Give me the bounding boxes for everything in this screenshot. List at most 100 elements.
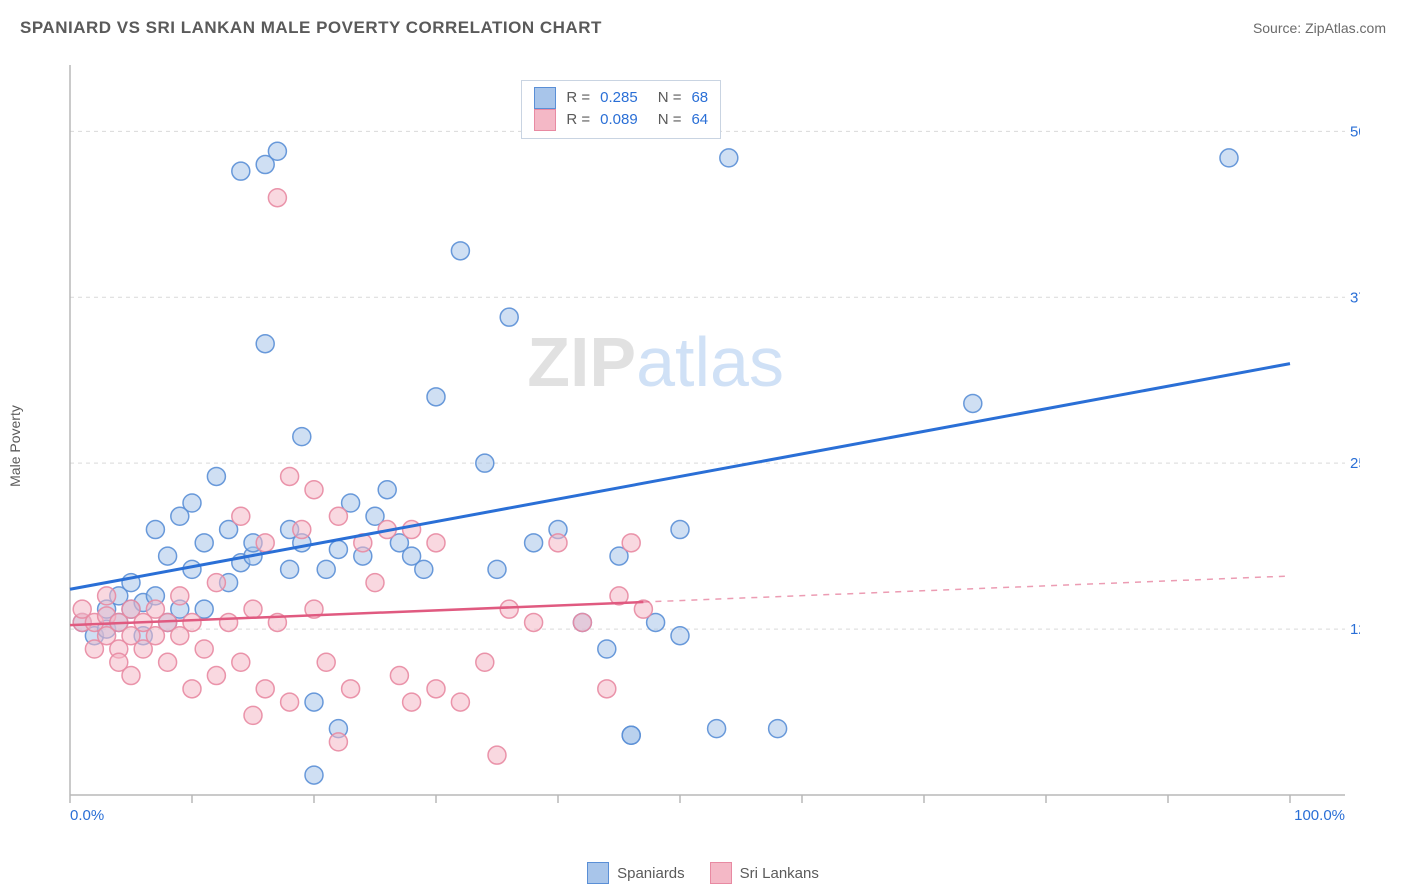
data-point (622, 534, 640, 552)
data-point (708, 720, 726, 738)
data-point (342, 680, 360, 698)
data-point (122, 667, 140, 685)
legend-swatch (534, 109, 556, 131)
data-point (403, 693, 421, 711)
data-point (598, 680, 616, 698)
data-point (427, 680, 445, 698)
legend-n-label: N = (658, 87, 682, 110)
data-point (183, 613, 201, 631)
data-point (305, 766, 323, 784)
data-point (500, 308, 518, 326)
data-point (720, 149, 738, 167)
data-point (329, 733, 347, 751)
data-point (268, 189, 286, 207)
legend-swatch (710, 862, 732, 884)
legend-r-label: R = (566, 109, 590, 132)
bottom-legend-label: Sri Lankans (740, 865, 819, 882)
bottom-legend-item: Spaniards (587, 862, 685, 884)
legend-r-value: 0.089 (600, 109, 638, 132)
data-point (183, 680, 201, 698)
data-point (146, 521, 164, 539)
data-point (390, 667, 408, 685)
legend-n-label: N = (658, 109, 682, 132)
data-point (476, 454, 494, 472)
data-point (427, 534, 445, 552)
legend-stats: R = 0.285 N = 68 R = 0.089 N = 64 (521, 80, 721, 139)
data-point (329, 540, 347, 558)
x-tick-label: 0.0% (70, 807, 104, 824)
data-point (293, 428, 311, 446)
data-point (598, 640, 616, 658)
data-point (232, 162, 250, 180)
data-point (329, 507, 347, 525)
legend-stats-row: R = 0.285 N = 68 (534, 87, 708, 110)
data-point (671, 627, 689, 645)
data-point (256, 680, 274, 698)
data-point (256, 335, 274, 353)
chart-title: SPANIARD VS SRI LANKAN MALE POVERTY CORR… (20, 18, 602, 38)
data-point (451, 242, 469, 260)
legend-r-label: R = (566, 87, 590, 110)
data-point (281, 693, 299, 711)
data-point (500, 600, 518, 618)
y-tick-label: 25.0% (1350, 455, 1360, 472)
data-point (525, 613, 543, 631)
data-point (1220, 149, 1238, 167)
watermark: ZIPatlas (527, 323, 784, 401)
legend-stats-row: R = 0.089 N = 64 (534, 109, 708, 132)
data-point (244, 600, 262, 618)
data-point (171, 587, 189, 605)
data-point (317, 560, 335, 578)
source-label: Source: (1253, 20, 1305, 36)
data-point (281, 467, 299, 485)
bottom-legend-label: Spaniards (617, 865, 685, 882)
data-point (244, 706, 262, 724)
data-point (622, 726, 640, 744)
data-point (488, 746, 506, 764)
data-point (366, 574, 384, 592)
data-point (183, 494, 201, 512)
y-tick-label: 50.0% (1350, 123, 1360, 140)
y-axis-label: Male Poverty (7, 405, 23, 487)
scatter-chart: 12.5% 25.0% 37.5% 50.0% 0.0% 100.0% ZIPatlas (60, 55, 1360, 845)
data-point (573, 613, 591, 631)
data-point (451, 693, 469, 711)
data-point (220, 613, 238, 631)
data-point (415, 560, 433, 578)
y-tick-label: 37.5% (1350, 289, 1360, 306)
data-point (403, 521, 421, 539)
data-point (232, 507, 250, 525)
data-point (671, 521, 689, 539)
data-point (427, 388, 445, 406)
data-point (159, 653, 177, 671)
legend-r-value: 0.285 (600, 87, 638, 110)
data-point (98, 587, 116, 605)
chart-area: 12.5% 25.0% 37.5% 50.0% 0.0% 100.0% ZIPatlas (60, 55, 1360, 845)
data-point (293, 521, 311, 539)
x-tick-label: 100.0% (1294, 807, 1345, 824)
data-point (549, 534, 567, 552)
legend-n-value: 68 (691, 87, 708, 110)
data-point (159, 547, 177, 565)
bottom-legend-item: Sri Lankans (710, 862, 819, 884)
data-point (195, 640, 213, 658)
data-point (476, 653, 494, 671)
data-point (964, 394, 982, 412)
trend-line-extrapolated (643, 576, 1290, 602)
header: SPANIARD VS SRI LANKAN MALE POVERTY CORR… (20, 18, 1386, 38)
data-point (207, 667, 225, 685)
legend-swatch (534, 87, 556, 109)
data-point (195, 534, 213, 552)
legend-swatch (587, 862, 609, 884)
data-point (305, 481, 323, 499)
data-point (207, 574, 225, 592)
bottom-legend: Spaniards Sri Lankans (0, 862, 1406, 884)
data-point (525, 534, 543, 552)
data-point (317, 653, 335, 671)
y-tick-label: 12.5% (1350, 621, 1360, 638)
data-point (769, 720, 787, 738)
source-name: ZipAtlas.com (1305, 20, 1386, 36)
legend-n-value: 64 (691, 109, 708, 132)
data-point (281, 560, 299, 578)
data-point (305, 693, 323, 711)
